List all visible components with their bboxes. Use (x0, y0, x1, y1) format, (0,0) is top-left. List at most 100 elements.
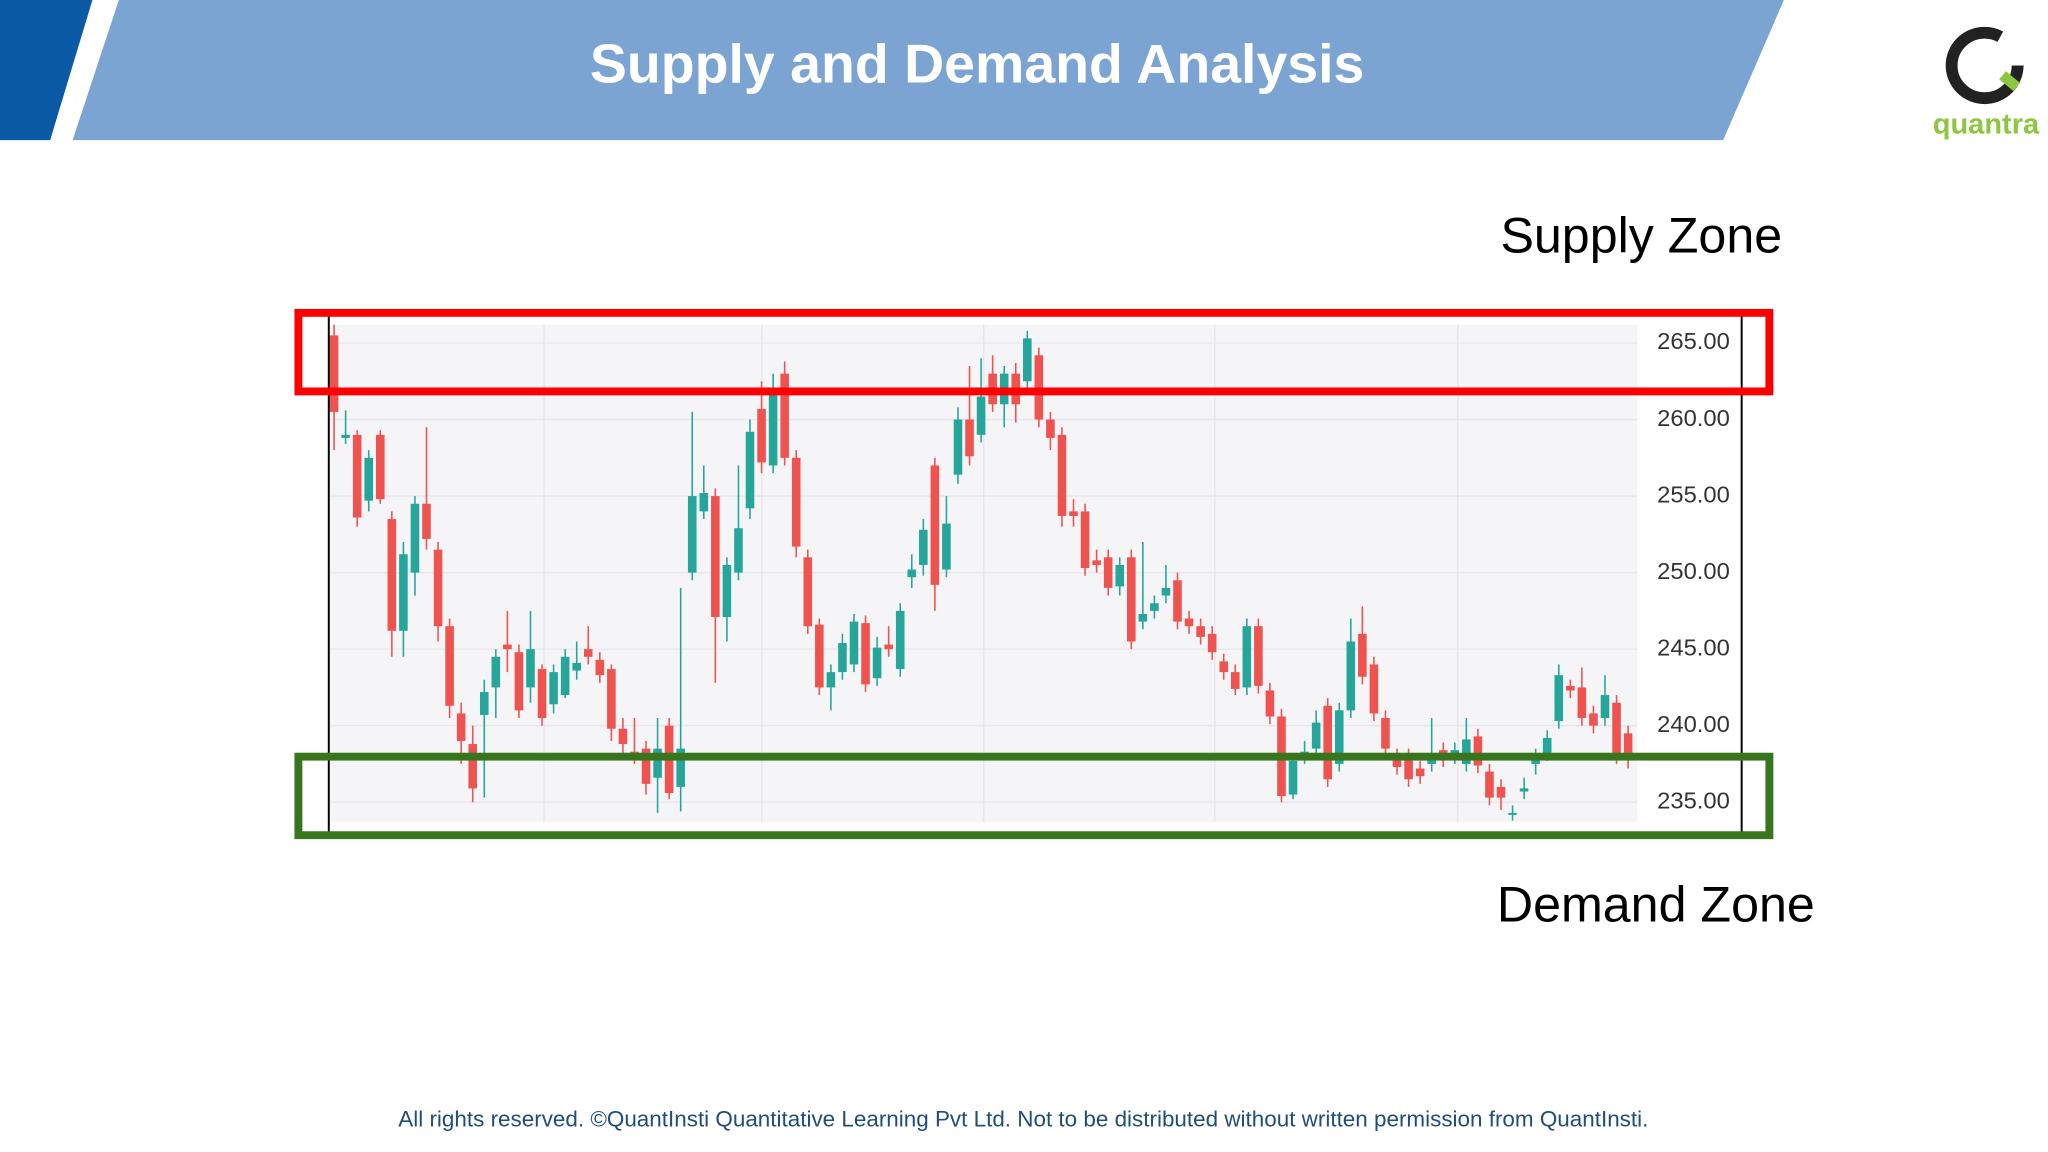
candle-body (1230, 672, 1240, 689)
candle-body (907, 569, 917, 578)
candle-body (1126, 557, 1136, 642)
candle-body (861, 623, 870, 685)
candle-body (1369, 664, 1379, 714)
candle-body (375, 434, 385, 500)
candle-body (352, 434, 362, 518)
candle-body (826, 672, 836, 688)
candle-body (1346, 641, 1356, 711)
candle-body (1242, 626, 1252, 688)
candle-body (1057, 434, 1067, 516)
candle-body (1323, 705, 1332, 780)
candle-body (1150, 603, 1159, 611)
candle-body (560, 656, 570, 696)
candle-body (1254, 626, 1263, 686)
candle-body (537, 669, 547, 719)
candle-body (1600, 695, 1610, 719)
y-tick-label: 255.00 (1657, 482, 1730, 508)
candle-body (607, 669, 616, 729)
candle-body (815, 624, 824, 688)
candle-body (341, 434, 350, 438)
candle-body (1577, 687, 1587, 719)
y-tick-label: 260.00 (1657, 406, 1730, 432)
candle-body (618, 728, 628, 745)
logo-text: quantra (1933, 108, 2040, 140)
candle-body (433, 549, 443, 627)
logo-ring (1945, 26, 2024, 105)
candle-body (1115, 564, 1125, 587)
candle-body (1623, 733, 1633, 755)
candle-body (410, 503, 420, 573)
candle-body (1311, 722, 1321, 749)
candle-body (1589, 713, 1598, 726)
candle-body (1508, 812, 1517, 815)
candle-body (1265, 690, 1275, 717)
candle-body (445, 626, 454, 706)
candle-body (872, 647, 882, 679)
candle-body (1288, 760, 1298, 795)
demand-zone-box (294, 752, 1774, 840)
logo: quantra (1933, 26, 2040, 140)
candle-body (1334, 710, 1344, 764)
candle-body (387, 519, 397, 631)
candle-body (1207, 633, 1217, 653)
candle-body (803, 557, 813, 627)
candle-body (1358, 633, 1367, 677)
candles (329, 324, 1638, 821)
candle-body (549, 672, 558, 705)
candle-body (711, 496, 720, 618)
candle-body (641, 748, 651, 784)
candle-body (479, 692, 489, 715)
candle-body (849, 621, 859, 665)
candle-body (1404, 756, 1413, 780)
candle-body (329, 335, 339, 412)
candle-body (1196, 626, 1205, 637)
candle-body (526, 649, 535, 688)
candle-body (1566, 685, 1575, 691)
candle-body (1092, 560, 1101, 565)
candle-body (976, 396, 986, 435)
candle-body (722, 564, 732, 618)
candle-body (1046, 419, 1055, 438)
y-tick-label: 245.00 (1657, 635, 1730, 661)
candle-body (1080, 511, 1090, 569)
candle-body (1034, 355, 1044, 420)
y-tick-label: 265.00 (1657, 329, 1730, 355)
candle-body (699, 493, 709, 512)
footer: All rights reserved. ©QuantInsti Quantit… (398, 1107, 1648, 1132)
candle-body (1023, 338, 1032, 382)
candle-body (687, 496, 697, 573)
candle-body (1392, 756, 1402, 768)
candle-body (399, 554, 408, 631)
header-accent (0, 0, 93, 141)
candle-body (965, 419, 974, 457)
candle-body (780, 373, 789, 458)
candle-body (953, 419, 963, 475)
candle-body (491, 656, 501, 688)
candle-body (1184, 618, 1194, 627)
candle-body (1612, 702, 1621, 757)
candle-body (364, 457, 374, 501)
candle-body (1554, 675, 1564, 722)
candle-body (838, 643, 847, 673)
y-tick-label: 235.00 (1657, 789, 1730, 815)
candle-body (1381, 718, 1390, 749)
y-tick-label: 250.00 (1657, 559, 1730, 585)
candle-body (1485, 771, 1494, 798)
candle-body (734, 528, 743, 573)
supply-zone-label: Supply Zone (1500, 208, 1782, 264)
candle-body (422, 503, 431, 539)
candle-body (514, 652, 524, 711)
candle-body (930, 465, 940, 585)
candle-body (919, 529, 928, 565)
candle-body (1415, 768, 1425, 777)
candle-body (468, 744, 478, 789)
y-tick-label: 240.00 (1657, 712, 1730, 738)
candle-body (572, 662, 581, 671)
candle-body (942, 523, 951, 570)
demand-zone-label: Demand Zone (1497, 877, 1815, 933)
slide-title: Supply and Demand Analysis (590, 33, 1365, 95)
candle-body (895, 610, 905, 670)
supply-zone-box (294, 308, 1774, 396)
